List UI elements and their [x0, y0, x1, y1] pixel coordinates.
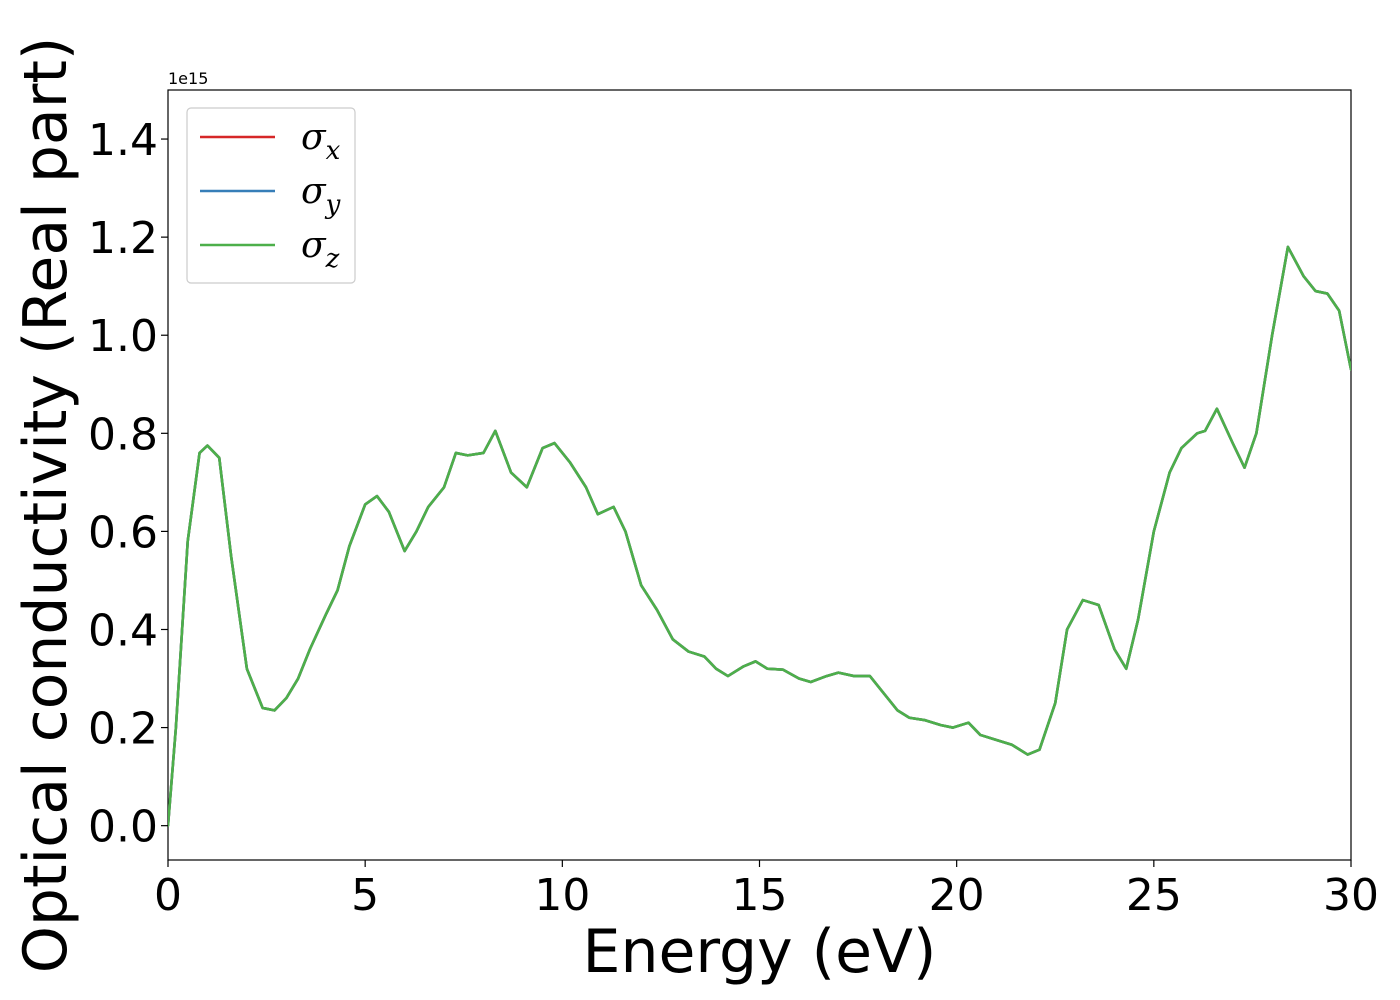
y-tick-label: 0.6: [88, 507, 158, 558]
legend: σx σy σz: [186, 107, 356, 284]
x-tick-label: 0: [154, 870, 182, 921]
x-tick-label: 10: [534, 870, 590, 921]
x-tick-label: 25: [1126, 870, 1182, 921]
y-axis-offset-label: 1e15: [168, 69, 208, 88]
series-group: [168, 245, 1351, 827]
legend-label: σy: [301, 171, 341, 220]
x-tick-label: 20: [929, 870, 985, 921]
x-tick-label: 5: [351, 870, 379, 921]
y-tick-label: 1.0: [88, 311, 158, 362]
legend-entry-x: σx: [200, 117, 341, 166]
legend-frame: [186, 107, 356, 284]
x-axis-ticks: 0 5 10 15 20 25 30: [154, 860, 1379, 921]
x-tick-label: 30: [1323, 870, 1379, 921]
x-tick-label: 15: [732, 870, 788, 921]
y-tick-label: 1.4: [88, 115, 158, 166]
y-tick-label: 1.2: [88, 213, 158, 264]
legend-entry-z: σz: [200, 225, 340, 274]
y-tick-label: 0.8: [88, 409, 158, 460]
series-line-z: [168, 245, 1351, 827]
legend-label: σz: [301, 225, 340, 274]
legend-entry-y: σy: [200, 171, 341, 220]
y-tick-label: 0.0: [88, 802, 158, 853]
y-tick-label: 0.4: [88, 605, 158, 656]
y-axis-ticks: 0.0 0.2 0.4 0.6 0.8 1.0 1.2 1.4: [88, 115, 168, 853]
x-axis-label: Energy (eV): [583, 917, 937, 987]
legend-label: σx: [301, 117, 341, 166]
y-tick-label: 0.2: [88, 704, 158, 755]
y-axis-label: Optical conductivity (Real part): [11, 37, 81, 974]
